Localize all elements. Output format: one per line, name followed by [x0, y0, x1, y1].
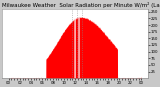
Text: Milwaukee Weather  Solar Radiation per Minute W/m² (Last 24 Hours): Milwaukee Weather Solar Radiation per Mi…	[2, 2, 160, 8]
